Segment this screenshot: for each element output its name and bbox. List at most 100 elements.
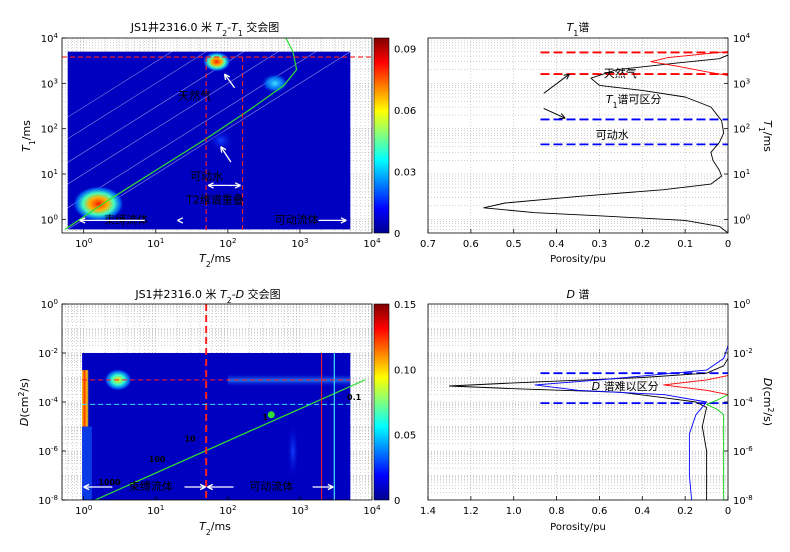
label-natural-gas: 天然气 [178,89,211,103]
arrow-movable-l-head [207,483,214,491]
y-tick-label: 103 [733,77,750,90]
label-d-hard-to-distinguish: D 谱难以区分 [592,379,659,393]
chart-title-b: T1谱 [567,20,590,38]
x-tick-label: 104 [363,237,381,250]
ratio-line [62,38,301,189]
arrow-movable-r-head [327,483,334,491]
x-tick-label: 0.6 [591,506,607,517]
peak-3 [260,73,289,94]
chart-title-a: JS1井2316.0 米 T2-T1 交会图 [130,20,279,38]
arrow-up-head [563,73,570,80]
label-movable-water: 可动水 [190,170,223,183]
y-tick-label: 10-8 [733,494,753,507]
y-axis-label-d: D(cm2/s) [761,378,776,426]
arrow-bound-l-head [79,217,86,224]
label-movable-fluid: 可动流体 [249,479,293,493]
y-tick-label: 101 [733,168,750,181]
y-tick-label: 104 [41,32,59,45]
series-line-1 [483,54,728,233]
label-movable-fluid: 可动流体 [275,212,319,226]
y-tick-label: 102 [41,123,58,136]
y-axis-label-a: T1/ms [20,120,37,152]
plot-area: D 谱难以区分 [428,304,728,500]
arrow-overlap-r-head [234,182,241,189]
y-tick-label: 101 [41,168,58,181]
peak-1 [72,185,125,222]
colorbar-tick-label: 0 [394,229,400,240]
y-tick-label: 10-8 [38,494,58,507]
marker-point [267,411,275,419]
arrow-movable-r-head [340,217,347,224]
label-t1-distinguishable: T1谱可区分 [606,92,662,110]
x-tick-label: 1.4 [420,506,436,517]
arrow-water-head [220,146,227,153]
y-tick-label: 102 [733,123,750,136]
d-spectrum: D 谱难以区分 1.4 1.2 1.0 0.8 0.6 0.4 0.2 010-8 10-6 10-… [420,287,775,533]
series-line-1 [448,358,728,500]
colorbar-tick-label: 0.03 [394,167,416,178]
y-tick-label: 10-2 [733,347,753,360]
line-label-3: 10 [184,434,196,443]
x-tick-label: 0.2 [677,506,693,517]
y-axis-label-c: D(cm2/s) [17,378,32,426]
x-tick-label: 103 [291,504,308,517]
colorbar-tick-label: 0.09 [394,44,416,55]
x-axis-label-b: Porosity/pu [550,254,606,265]
y-tick-label: 10-6 [38,445,58,458]
series-line-2 [534,345,728,500]
y-tick-label: 100 [733,213,750,226]
x-tick-label: 0.4 [634,506,650,517]
arrow-bound-r-head [177,217,184,224]
x-axis-label-c: T2/ms [199,520,231,537]
label-movable-water: 可动水 [596,128,629,141]
x-axis-label-a: T2/ms [199,252,231,269]
x-tick-label: 0.2 [634,239,650,250]
colorbar-tick-label: 0 [394,496,400,507]
x-axis-label-d: Porosity/pu [550,522,606,533]
peak-4 [206,128,235,153]
ratio-line [62,38,195,122]
x-tick-label: 1.2 [463,506,479,517]
colorbar-a [373,37,390,234]
label-natural-gas: 天然气 [604,66,637,80]
arrow-down [543,107,566,119]
line-label-4: 100 [149,455,166,464]
chart-title-c: JS1井2316.0 米 T2-D 交会图 [134,287,280,305]
arrow-gas-head [223,73,231,81]
x-tick-label: 103 [291,237,308,250]
arrow-bound-l-head [83,483,90,491]
arrow-water [220,146,232,163]
x-tick-label: 0.4 [549,239,565,250]
x-tick-label: 0 [725,506,731,517]
x-tick-label: 101 [147,504,164,517]
arrow-overlap-l-head [207,182,214,189]
y-tick-label: 100 [733,298,750,311]
colorbar-tick-label: 0.06 [394,106,416,117]
x-tick-label: 1.0 [506,506,522,517]
x-tick-label: 0.7 [420,239,436,250]
x-tick-label: 100 [75,504,92,517]
x-tick-label: 100 [75,237,92,250]
arrow-bound-r-head [199,483,206,491]
x-tick-label: 102 [219,504,236,517]
line-label-2: 1 [262,413,268,422]
y-tick-label: 10-6 [733,445,753,458]
plot-frame-a [61,37,373,234]
colorbar-c [373,303,390,501]
line-label-1: 0.1 [347,393,362,402]
colorbar-tick-label: 0.15 [394,300,416,311]
x-tick-label: 101 [147,237,164,250]
label-bound-fluid: 束缚流体 [129,479,173,493]
x-tick-label: 104 [363,504,381,517]
arrow-up [543,73,570,94]
chart-title-d: D 谱 [567,287,590,301]
x-tick-label: 0.6 [463,239,479,250]
arrow-down-head [559,113,566,119]
series-line-2 [650,51,728,76]
diffusion-line [93,379,366,500]
